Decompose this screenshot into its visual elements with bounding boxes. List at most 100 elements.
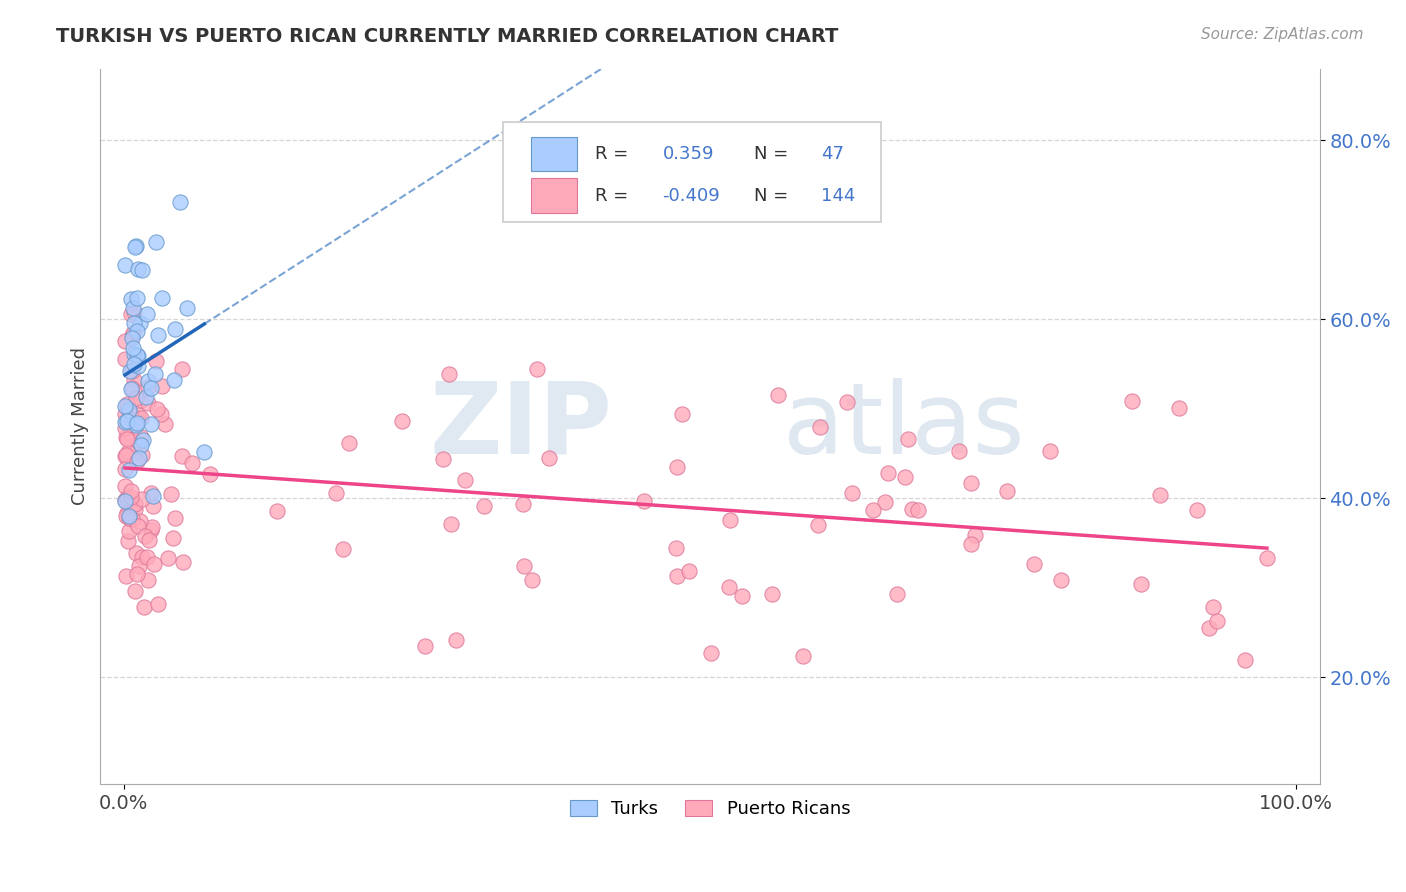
Point <box>145 354 167 368</box>
Point <box>437 368 460 382</box>
Point <box>1039 444 1062 458</box>
Text: R =: R = <box>595 145 634 162</box>
Point <box>117 445 139 459</box>
Point <box>122 301 145 315</box>
Point <box>960 537 983 551</box>
Point <box>124 240 146 254</box>
Point <box>1202 599 1225 614</box>
Point <box>129 514 152 528</box>
Point <box>115 508 138 523</box>
Point <box>671 407 693 421</box>
Point <box>761 587 783 601</box>
Point <box>413 639 436 653</box>
Text: Source: ZipAtlas.com: Source: ZipAtlas.com <box>1201 27 1364 42</box>
Point <box>139 381 162 395</box>
Point <box>792 649 814 664</box>
Point <box>886 587 908 601</box>
Point <box>877 466 900 480</box>
Text: 144: 144 <box>821 186 855 204</box>
Point <box>114 407 136 421</box>
Point <box>121 413 143 427</box>
Point <box>841 485 863 500</box>
Point <box>959 476 981 491</box>
Point <box>172 361 194 376</box>
Point <box>132 599 155 614</box>
Point <box>115 401 138 416</box>
Point <box>127 350 149 364</box>
Point <box>520 574 543 588</box>
Text: N =: N = <box>754 186 794 204</box>
Point <box>142 490 165 504</box>
Point <box>127 261 149 276</box>
Point <box>131 550 153 565</box>
Point <box>266 504 288 518</box>
Point <box>432 451 454 466</box>
Point <box>114 493 136 508</box>
Point <box>125 391 148 405</box>
Point <box>129 430 152 444</box>
Point <box>163 373 186 387</box>
Point <box>666 459 689 474</box>
Point <box>148 597 170 611</box>
Point <box>120 292 142 306</box>
Point <box>114 479 136 493</box>
Point <box>129 411 152 425</box>
Point <box>146 327 169 342</box>
Point <box>117 491 139 506</box>
Point <box>169 194 191 209</box>
Point <box>127 414 149 428</box>
Text: ZIP: ZIP <box>429 378 613 475</box>
Point <box>176 301 198 315</box>
Point <box>114 493 136 508</box>
Point <box>114 352 136 367</box>
Point <box>444 633 467 648</box>
Point <box>115 506 138 520</box>
Point <box>901 502 924 516</box>
Text: N =: N = <box>754 145 794 162</box>
Point <box>131 492 153 507</box>
Point <box>718 580 741 594</box>
Point <box>1234 653 1257 667</box>
Point <box>138 533 160 548</box>
Point <box>131 263 153 277</box>
Point <box>150 291 173 305</box>
Point <box>117 508 139 523</box>
Point <box>120 490 142 504</box>
Point <box>121 512 143 526</box>
Point <box>127 324 149 338</box>
Text: -0.409: -0.409 <box>662 186 720 204</box>
Bar <box>530 178 576 213</box>
Point <box>114 449 136 463</box>
Point <box>114 462 136 476</box>
Point <box>172 555 194 569</box>
Point <box>162 532 184 546</box>
Point <box>128 451 150 466</box>
Point <box>337 435 360 450</box>
Point <box>135 550 157 565</box>
Point <box>115 397 138 411</box>
Point <box>114 568 136 582</box>
Point <box>837 395 859 409</box>
Point <box>146 401 169 416</box>
Point <box>127 408 149 422</box>
Point <box>145 235 167 249</box>
Point <box>117 533 139 548</box>
Point <box>136 307 159 321</box>
Point <box>139 417 162 431</box>
Text: R =: R = <box>595 186 634 204</box>
Bar <box>530 136 576 171</box>
Point <box>1206 615 1229 629</box>
Point <box>766 388 789 402</box>
Point <box>474 500 496 514</box>
Point <box>115 430 138 444</box>
Point <box>160 487 183 501</box>
Point <box>633 493 655 508</box>
Point <box>907 503 929 517</box>
Point <box>134 529 156 543</box>
Point <box>678 564 700 578</box>
Point <box>125 566 148 581</box>
Point <box>125 417 148 432</box>
Point <box>700 646 723 660</box>
Point <box>118 426 141 441</box>
Point <box>512 497 534 511</box>
